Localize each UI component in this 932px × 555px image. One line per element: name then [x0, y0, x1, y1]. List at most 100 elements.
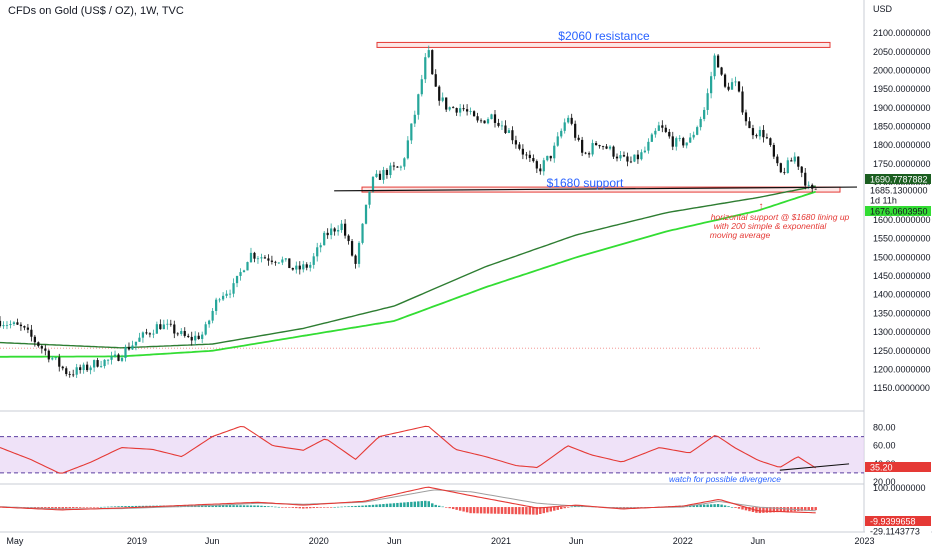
- candle-body: [23, 326, 26, 328]
- candle-body: [619, 155, 622, 159]
- candle-body: [228, 293, 232, 295]
- macd-histogram-bar: [556, 507, 559, 510]
- candle-body: [511, 130, 514, 141]
- ema200-value-tag: 1676.0603950: [870, 207, 928, 217]
- candle-body: [5, 325, 9, 326]
- candle-body: [424, 57, 427, 80]
- macd-histogram-bar: [350, 506, 354, 508]
- candle-body: [319, 245, 322, 248]
- candle-body: [330, 228, 333, 236]
- price-tick-label: 2100.0000000: [873, 28, 931, 38]
- support-trendline: [334, 186, 858, 192]
- candle-body: [96, 360, 99, 367]
- candle-body: [173, 324, 176, 334]
- candle-body: [65, 368, 68, 375]
- candle-body: [434, 74, 437, 87]
- price-tick-label: 1750.0000000: [873, 159, 931, 169]
- candle-body: [703, 109, 706, 119]
- candle-body: [333, 228, 336, 232]
- candle-body: [490, 114, 493, 120]
- candle-body: [675, 138, 678, 147]
- candle-body: [298, 265, 301, 270]
- candle-body: [141, 332, 145, 338]
- candle-body: [239, 272, 242, 276]
- candle-body: [706, 93, 709, 110]
- rsi-divergence-line: [779, 463, 850, 471]
- macd-histogram-bar: [319, 507, 322, 508]
- candle-body: [211, 310, 214, 321]
- candle-body: [120, 357, 124, 361]
- candle-body: [636, 154, 640, 160]
- candle-body: [68, 374, 71, 375]
- macd-histogram-bar: [479, 507, 483, 514]
- candle-body: [316, 247, 319, 257]
- candle-body: [584, 152, 587, 154]
- macd-histogram-bar: [68, 507, 71, 509]
- macd-histogram-bar: [305, 507, 308, 509]
- macd-histogram-bar: [218, 505, 221, 508]
- macd-layer: [0, 486, 817, 515]
- candle-body: [169, 323, 172, 325]
- macd-histogram-bar: [270, 506, 274, 508]
- candle-body: [567, 117, 570, 123]
- macd-histogram-bar: [507, 507, 511, 515]
- candle-body: [553, 145, 556, 159]
- macd-histogram-bar: [392, 503, 396, 508]
- candle-body: [762, 129, 765, 138]
- macd-histogram-bar: [127, 506, 131, 508]
- macd-histogram-bar: [44, 507, 47, 509]
- candle-body: [797, 156, 800, 167]
- candle-body: [507, 130, 511, 133]
- macd-histogram-bar: [434, 504, 437, 508]
- candle-body: [37, 342, 40, 347]
- macd-histogram-bar: [214, 504, 218, 508]
- candle-body: [598, 145, 601, 147]
- candle-body: [267, 258, 270, 261]
- candle-body: [0, 320, 2, 327]
- candle-body: [727, 86, 730, 90]
- candle-body: [654, 130, 657, 135]
- time-tick-label: Jun: [751, 536, 766, 546]
- macd-histogram-bar: [514, 507, 518, 515]
- macd-histogram-bar: [734, 507, 737, 508]
- candle-body: [574, 123, 577, 138]
- candle-body: [542, 160, 545, 172]
- candle-body: [194, 335, 197, 341]
- candle-body: [772, 145, 775, 157]
- candle-body: [364, 204, 368, 224]
- time-tick-label: Jun: [205, 536, 220, 546]
- price-axis-unit: USD: [873, 4, 893, 14]
- candle-body: [730, 82, 734, 90]
- macd-histogram-bar: [566, 507, 570, 508]
- macd-histogram-bar: [741, 507, 744, 510]
- candle-body: [734, 81, 737, 83]
- candle-body: [103, 359, 106, 367]
- macd-histogram-bar: [40, 507, 44, 509]
- macd-histogram-bar: [47, 507, 51, 509]
- price-tick-label: 1900.0000000: [873, 103, 931, 113]
- candle-body: [671, 136, 674, 147]
- candle-body: [30, 329, 33, 337]
- candle-body: [253, 252, 256, 259]
- rsi-value-tag: 35.20: [870, 463, 893, 473]
- sma200-value-tag-bg: [865, 174, 931, 184]
- macd-histogram-bar: [89, 507, 92, 508]
- candle-body: [82, 364, 85, 371]
- candle-body: [357, 242, 361, 264]
- candle-body: [406, 140, 409, 159]
- candle-body: [2, 325, 5, 327]
- rsi-tick-label: 20.00: [873, 477, 896, 487]
- time-tick-label: Jun: [569, 536, 584, 546]
- candle-body: [664, 127, 667, 132]
- candle-body: [256, 258, 260, 260]
- candle-body: [270, 260, 274, 262]
- macd-histogram-bar: [131, 505, 134, 508]
- macd-histogram-bar: [120, 506, 124, 508]
- support-label: $1680 support: [547, 176, 624, 190]
- candle-body: [751, 128, 755, 136]
- candle-body: [162, 324, 165, 330]
- candle-body: [124, 347, 127, 358]
- macd-histogram-bar: [438, 505, 441, 508]
- macd-histogram-bar: [765, 507, 769, 513]
